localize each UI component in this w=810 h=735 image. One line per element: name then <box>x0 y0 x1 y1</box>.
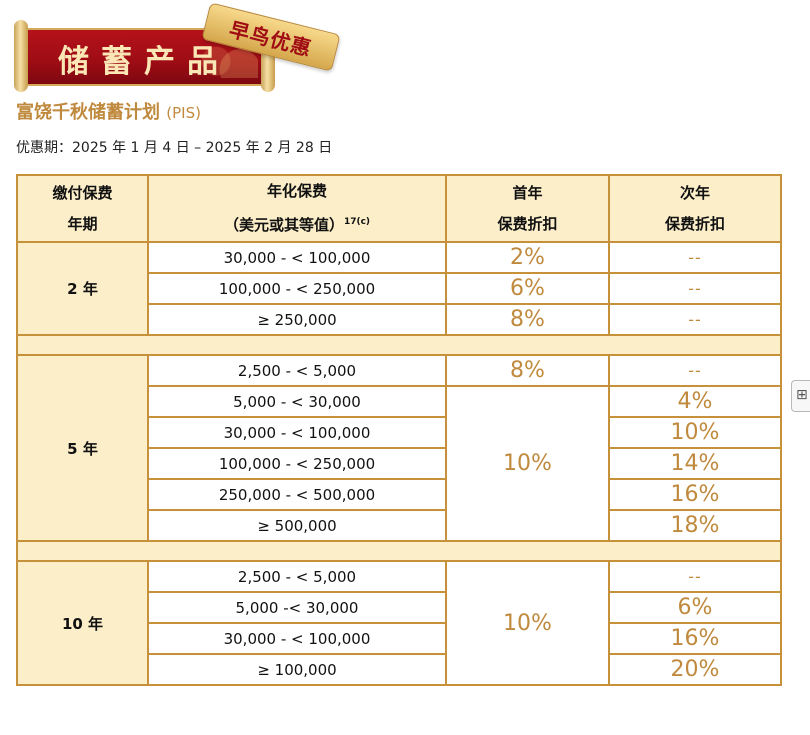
premium-range: 2,500 - < 5,000 <box>147 354 447 387</box>
offer-period: 优惠期：2025 年 1 月 4 日 – 2025 年 2 月 28 日 <box>16 140 333 156</box>
premium-range: 30,000 - < 100,000 <box>147 241 447 274</box>
header-premium-line1: 年化保费 <box>266 182 327 200</box>
premium-range: ≥ 500,000 <box>147 509 447 542</box>
table-row: 30,000 - < 100,000 16% <box>17 622 782 655</box>
table-row: ≥ 500,000 18% <box>17 509 782 542</box>
discount-table: 缴付保费 年期 年化保费 （美元或其等值）17(c) 首年 保费折扣 次年 保费… <box>16 174 782 686</box>
group-spacer <box>16 540 782 562</box>
second-year-discount: 16% <box>608 478 782 511</box>
table-row: 100,000 - < 250,000 14% <box>17 447 782 480</box>
second-year-discount: 4% <box>608 385 782 418</box>
footnote-ref: 17(c) <box>343 217 371 227</box>
table-row: 100,000 - < 250,000 6% -- <box>17 272 782 305</box>
second-year-discount: 10% <box>608 416 782 449</box>
second-year-discount: -- <box>608 354 782 387</box>
second-year-discount: 20% <box>608 653 782 686</box>
premium-range: ≥ 250,000 <box>147 303 447 336</box>
first-year-discount-merged: 10% <box>445 560 610 686</box>
term-cell: 10 年 <box>16 560 149 686</box>
header-premium-line2-wrap: （美元或其等值）17(c) <box>149 207 445 241</box>
header-first-line2: 保费折扣 <box>497 214 558 233</box>
second-year-discount: 14% <box>608 447 782 480</box>
premium-range: 250,000 - < 500,000 <box>147 478 447 511</box>
table-row: 5,000 - < 30,000 10% 4% <box>17 385 782 542</box>
plan-title: 富饶千秋储蓄计划 (PIS) <box>16 98 201 124</box>
header-second-line1: 次年 <box>679 183 710 202</box>
header-term-line2: 年期 <box>67 214 98 233</box>
first-year-discount-merged: 10% <box>445 385 610 542</box>
term-cell: 2 年 <box>16 241 149 336</box>
premium-range: 5,000 - < 30,000 <box>147 385 447 418</box>
table-header-row: 缴付保费 年期 年化保费 （美元或其等值）17(c) 首年 保费折扣 次年 保费… <box>16 174 782 243</box>
table-row: 30,000 - < 100,000 10% <box>17 416 782 449</box>
banner: 储蓄产品 早鸟优惠 <box>14 2 341 98</box>
header-premium-line2: （美元或其等值） <box>223 216 344 234</box>
header-term: 缴付保费 年期 <box>16 174 149 243</box>
scroll-roll-left <box>14 20 28 92</box>
group-spacer <box>16 334 782 356</box>
plan-abbr: (PIS) <box>166 104 201 122</box>
first-year-discount: 6% <box>445 272 610 305</box>
second-year-discount: -- <box>608 560 782 593</box>
second-year-discount: -- <box>608 272 782 305</box>
second-year-discount: -- <box>608 241 782 274</box>
header-second-year: 次年 保费折扣 <box>608 174 782 243</box>
premium-range: 2,500 - < 5,000 <box>147 560 447 593</box>
table-row: 2 年 30,000 - < 100,000 2% -- <box>16 241 782 336</box>
premium-range: 5,000 -< 30,000 <box>147 591 447 624</box>
table-row: ≥ 100,000 20% <box>17 653 782 686</box>
header-premium: 年化保费 （美元或其等值）17(c) <box>147 174 447 243</box>
table-row: 5,000 -< 30,000 6% <box>17 591 782 624</box>
second-year-discount: 16% <box>608 622 782 655</box>
table-row: 250,000 - < 500,000 16% <box>17 478 782 511</box>
translate-glyph: ⊞ <box>796 387 808 403</box>
table-row: 10 年 2,500 - < 5,000 10% -- <box>16 560 782 686</box>
premium-range: 30,000 - < 100,000 <box>147 622 447 655</box>
first-year-discount: 2% <box>445 241 610 274</box>
premium-range: 30,000 - < 100,000 <box>147 416 447 449</box>
second-year-discount: 18% <box>608 509 782 542</box>
header-second-line2: 保费折扣 <box>664 214 725 233</box>
spacer-cell <box>16 334 782 356</box>
premium-range: 100,000 - < 250,000 <box>147 447 447 480</box>
banner-title: 储蓄产品 <box>58 44 230 80</box>
header-first-line1: 首年 <box>512 183 543 202</box>
first-year-discount: 8% <box>445 303 610 336</box>
header-term-line1: 缴付保费 <box>52 183 113 202</box>
table-row: 5 年 2,500 - < 5,000 8% -- <box>16 354 782 542</box>
second-year-discount: 6% <box>608 591 782 624</box>
second-year-discount: -- <box>608 303 782 336</box>
term-cell: 5 年 <box>16 354 149 542</box>
premium-range: 100,000 - < 250,000 <box>147 272 447 305</box>
table-row: ≥ 250,000 8% -- <box>17 303 782 336</box>
header-first-year: 首年 保费折扣 <box>445 174 610 243</box>
translate-icon[interactable]: ⊞ <box>791 380 810 412</box>
first-year-discount: 8% <box>445 354 610 387</box>
premium-range: ≥ 100,000 <box>147 653 447 686</box>
plan-name: 富饶千秋储蓄计划 <box>16 102 160 123</box>
spacer-cell <box>16 540 782 562</box>
